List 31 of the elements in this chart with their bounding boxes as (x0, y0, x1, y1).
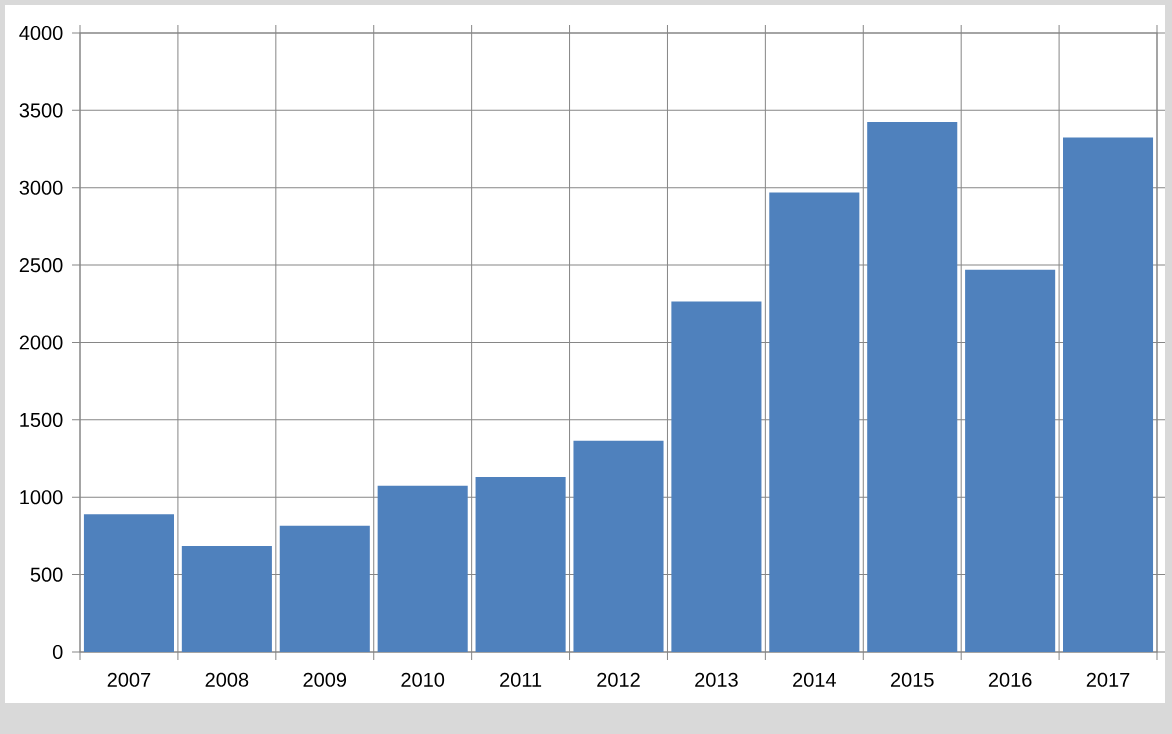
x-tick-label: 2013 (695, 672, 738, 687)
y-tick-label: 3000 (19, 180, 63, 195)
bar (83, 514, 174, 652)
y-tick-label: 0 (52, 644, 63, 660)
x-tick-label: 2014 (793, 672, 836, 687)
x-tick-label: 2017 (1086, 672, 1130, 687)
y-tick-label: 2000 (19, 335, 63, 350)
x-tick-label: 2016 (988, 672, 1032, 687)
x-tick-label: 2011 (500, 672, 542, 687)
bar (769, 192, 860, 652)
bar (573, 440, 664, 652)
x-tick-label: 2010 (401, 672, 445, 687)
bar (279, 525, 370, 652)
bar (181, 545, 272, 652)
y-tick-label: 1000 (20, 490, 63, 505)
y-tick-label: 4000 (19, 25, 63, 41)
x-tick-label: 2007 (107, 672, 151, 687)
y-tick-label: 3500 (19, 103, 63, 118)
bar (475, 477, 566, 652)
bar (671, 301, 762, 652)
x-tick-label: 2012 (597, 672, 640, 687)
x-tick-label: 2008 (205, 672, 249, 687)
bar (867, 121, 958, 652)
y-tick-label: 500 (30, 567, 63, 582)
x-tick-label: 2009 (303, 672, 347, 687)
bar (965, 269, 1056, 652)
x-tick-label: 2015 (890, 672, 934, 687)
bar (1063, 137, 1154, 652)
bar (377, 485, 468, 652)
y-tick-label: 2500 (19, 258, 63, 273)
y-tick-label: 1500 (20, 412, 63, 427)
